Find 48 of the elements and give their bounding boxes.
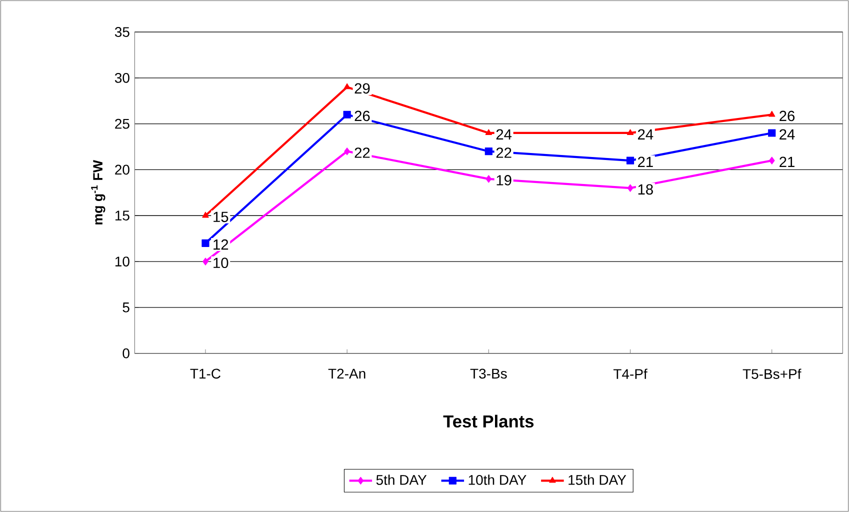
point: [202, 258, 208, 266]
y-axis-title: mg g$^{-1}$ FW: [91, 160, 106, 224]
data-label: 21: [638, 156, 653, 167]
data-label: 10: [214, 258, 228, 268]
y-tick-label: 15: [115, 210, 130, 221]
data-label: 26: [354, 110, 370, 122]
y-tick-label: 25: [115, 118, 130, 129]
x-tick-label: T3-Bs: [470, 368, 507, 379]
data-label: 12: [214, 239, 228, 250]
legend-label: 5th DAY: [376, 474, 427, 485]
legend-label: 10th DAY: [468, 474, 526, 485]
point: [485, 129, 492, 136]
point: [626, 129, 634, 136]
data-label: 15: [214, 212, 228, 222]
data-label: 22: [354, 148, 370, 158]
x-tick-label: T5-Bs+Pf: [742, 368, 802, 379]
point: [202, 212, 209, 218]
data-label: 18: [638, 184, 653, 195]
point: [486, 175, 492, 183]
data-label: 21: [780, 156, 794, 167]
data-label: 22: [496, 148, 512, 158]
x-tick-label: T4-Pf: [613, 368, 648, 379]
point: [343, 110, 351, 118]
legend-label: 15th DAY: [568, 474, 626, 485]
point: [627, 184, 634, 192]
point: [344, 148, 350, 156]
y-tick-label: 30: [114, 72, 130, 83]
point: [344, 83, 350, 90]
data-label: 29: [354, 83, 370, 94]
data-label: 19: [496, 175, 512, 186]
data-label: 24: [638, 129, 654, 140]
point: [768, 129, 776, 137]
data-label: 26: [780, 110, 795, 122]
x-axis-title: Test Plants: [443, 414, 534, 428]
data-label: 24: [496, 129, 512, 140]
point: [768, 156, 775, 164]
y-tick-label: 0: [122, 348, 130, 358]
y-tick-label: 10: [115, 256, 130, 266]
point: [484, 148, 492, 156]
data-label: 24: [780, 129, 795, 140]
y-tick-label: 20: [115, 164, 130, 175]
x-tick-label: T2-An: [328, 368, 366, 378]
point: [202, 239, 210, 247]
point: [626, 156, 634, 164]
x-tick-label: T1-C: [190, 368, 220, 379]
y-tick-label: 5: [122, 302, 130, 312]
point: [768, 110, 776, 117]
y-tick-label: 35: [114, 27, 130, 37]
